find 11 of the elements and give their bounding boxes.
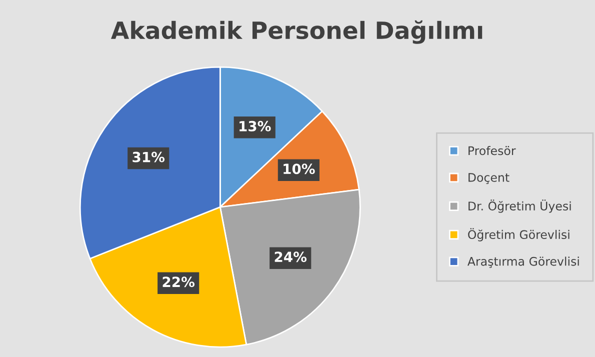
legend-label: Dr. Öğretim Üyesi — [468, 200, 571, 213]
data-label: 24% — [274, 252, 307, 262]
data-label: 13% — [240, 120, 271, 132]
legend-label: Araştırma Görevlisi — [468, 256, 579, 268]
legend-label: Profesör — [468, 146, 516, 156]
data-label: 22% — [162, 276, 195, 288]
legend-label: Doçent — [468, 173, 510, 184]
legend-label: Öğretim Görevlisi — [468, 228, 570, 242]
data-label: 31% — [132, 152, 165, 162]
data-label: 10% — [284, 164, 315, 174]
chart-title: Akademik Personel Dağılımı — [111, 20, 482, 44]
